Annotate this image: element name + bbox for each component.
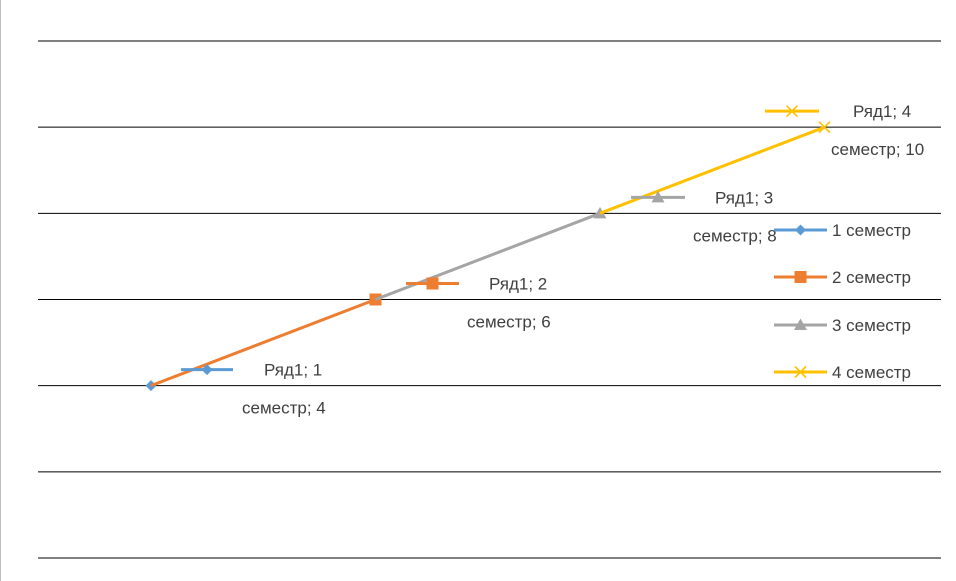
legend-marker-1 bbox=[795, 224, 806, 236]
data-label-line2-4: семестр; 10 bbox=[831, 140, 924, 159]
data-point-4-stroke-b bbox=[818, 121, 831, 134]
data-point-4 bbox=[818, 121, 831, 134]
legend-label-2: 2 семестр bbox=[832, 268, 911, 287]
data-label-line2-1: семестр; 4 bbox=[242, 399, 326, 418]
data-label-line1-3: Ряд1; 3 bbox=[715, 188, 773, 207]
legend-label-4: 4 семестр bbox=[832, 363, 911, 382]
data-label-line1-1: Ряд1; 1 bbox=[264, 361, 322, 380]
legend-marker-2 bbox=[794, 271, 807, 283]
data-label-line2-3: семестр; 8 bbox=[693, 226, 777, 245]
data-label-line2-2: семестр; 6 bbox=[467, 313, 551, 332]
data-label-line1-4: Ряд1; 4 bbox=[853, 102, 911, 121]
series-line-4 bbox=[599, 125, 826, 215]
legend-label-1: 1 семестр bbox=[832, 221, 911, 240]
legend-label-3: 3 семестр bbox=[832, 316, 911, 335]
legend-marker-4 bbox=[794, 365, 807, 379]
legend-marker-3 bbox=[794, 318, 807, 330]
series-line-3 bbox=[374, 211, 601, 301]
legend-marker-4-stroke-b bbox=[794, 365, 807, 379]
data-label-key-marker-3 bbox=[651, 190, 665, 203]
data-label-line1-2: Ряд1; 2 bbox=[489, 275, 547, 294]
data-label-key-marker-1 bbox=[201, 364, 213, 376]
data-label-key-marker-4 bbox=[785, 105, 799, 118]
data-label-key-marker-4-stroke-b bbox=[785, 105, 799, 118]
series-line-2 bbox=[150, 298, 377, 388]
data-label-key-marker-2 bbox=[426, 277, 439, 290]
